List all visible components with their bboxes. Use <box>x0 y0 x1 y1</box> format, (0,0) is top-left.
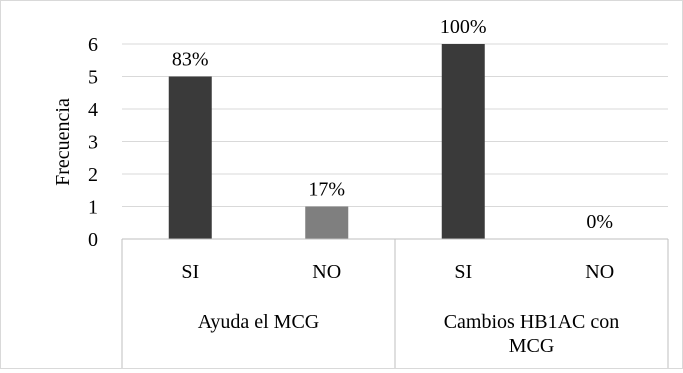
y-tick-label: 0 <box>88 229 98 251</box>
y-tick-label: 5 <box>88 67 98 89</box>
y-axis-label: Frecuencia <box>52 98 74 186</box>
category-label: SI <box>181 261 199 283</box>
bar <box>168 76 212 239</box>
bar <box>441 44 485 239</box>
y-tick-label: 2 <box>88 164 98 186</box>
y-tick-label: 6 <box>88 34 98 56</box>
category-label: SI <box>454 261 472 283</box>
y-axis: 0 1 2 3 4 5 6 <box>88 34 98 251</box>
group-label: Ayuda el MCG <box>198 311 319 333</box>
category-label: NO <box>312 261 341 283</box>
gridlines <box>122 43 668 207</box>
bar <box>305 206 349 239</box>
category-label: NO <box>585 261 614 283</box>
data-label: 100% <box>440 16 487 38</box>
bars: 83% 17% 100% 0% <box>168 16 613 239</box>
data-label: 0% <box>586 211 613 233</box>
y-tick-label: 3 <box>88 132 98 154</box>
y-tick-label: 4 <box>88 99 98 121</box>
group-label: Cambios HB1AC con <box>444 311 620 333</box>
group-label: MCG <box>509 335 555 357</box>
data-label: 17% <box>308 179 345 201</box>
data-label: 83% <box>172 49 209 71</box>
y-tick-label: 1 <box>88 197 98 219</box>
